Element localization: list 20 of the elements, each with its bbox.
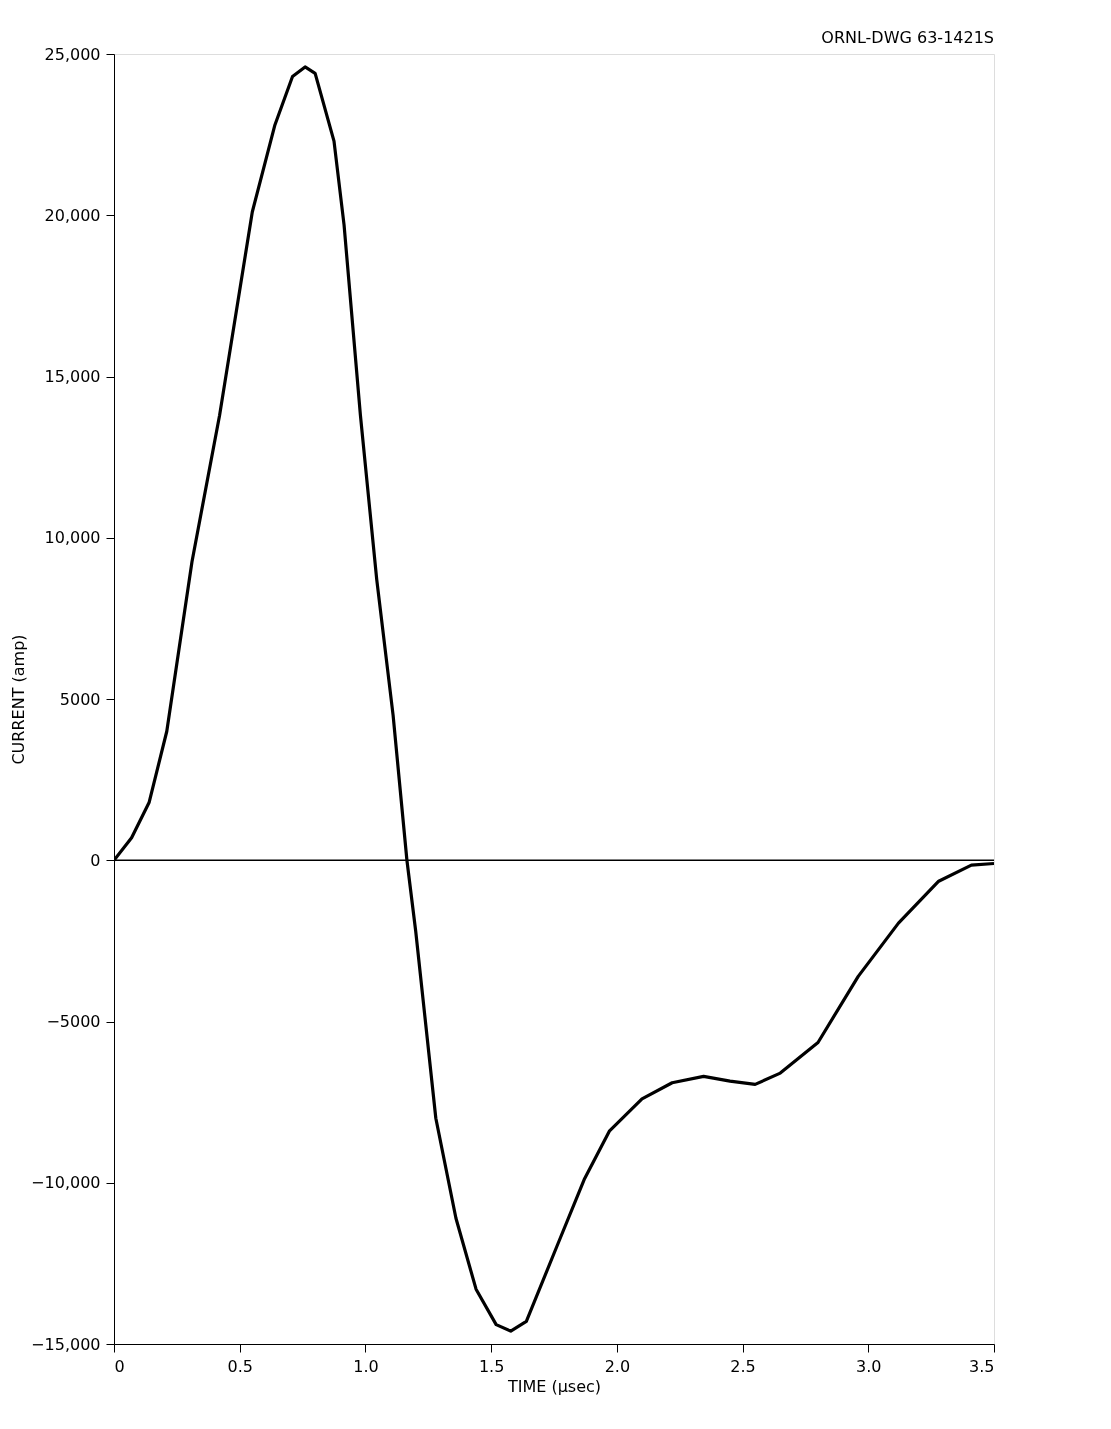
x-tick-label: 2.5	[730, 1356, 756, 1376]
y-tick-label: 5000	[59, 689, 101, 709]
y-tick-label: 0	[90, 850, 101, 870]
y-axis-title: CURRENT (amp)	[9, 634, 29, 765]
y-tick-label: 25,000	[44, 44, 101, 64]
x-axis-title: TIME (μsec)	[506, 1376, 602, 1396]
x-tick-label: 3.0	[856, 1356, 882, 1376]
y-tick-label: −15,000	[31, 1334, 101, 1354]
x-tick-label: 1.0	[353, 1356, 379, 1376]
x-tick-label: 0	[114, 1356, 125, 1376]
x-tick-label: 0.5	[227, 1356, 253, 1376]
y-tick-label: 15,000	[44, 367, 101, 386]
text: ORNL-DWG 63-1421S	[821, 28, 994, 47]
y-tick-label: −10,000	[31, 1173, 101, 1193]
y-tick-label: 20,000	[44, 205, 101, 225]
x-tick-label: 1.5	[478, 1356, 505, 1376]
y-tick-label: 10,000	[44, 528, 101, 548]
x-tick-label: 3.5	[969, 1356, 995, 1376]
y-tick-label: −5000	[46, 1012, 101, 1031]
x-tick-label: 2.0	[604, 1356, 631, 1376]
